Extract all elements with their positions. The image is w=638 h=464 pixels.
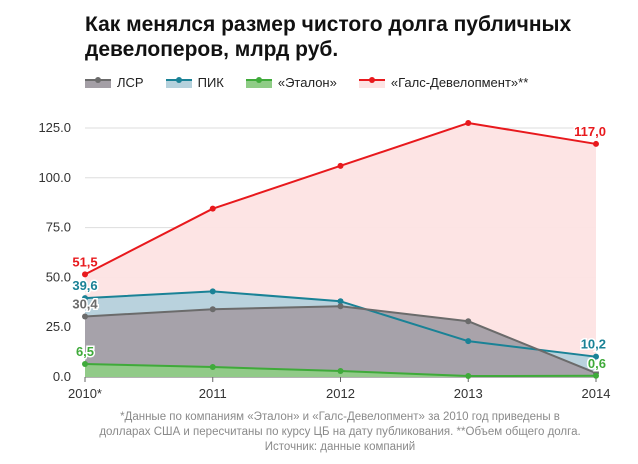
x-tick-label: 2011 (199, 386, 227, 401)
y-tick-label: 75.0 (46, 220, 71, 235)
legend-item-лср: ЛСР (85, 75, 144, 90)
point-галс-девелопмент (209, 205, 216, 212)
point-галс-девелопмент (465, 120, 472, 127)
point-пик (465, 338, 472, 345)
legend-swatch (85, 76, 111, 88)
data-label: 117,0 (574, 124, 606, 139)
point-пик (209, 288, 216, 295)
point-эталон (465, 373, 472, 380)
footnote-line-3: Источник: данные компаний (264, 441, 416, 453)
point-лср (337, 303, 344, 310)
y-tick-label: 125.0 (38, 120, 71, 135)
footnote-line-1: *Данные по компаниям «Эталон» и «Галс-Де… (120, 411, 560, 423)
point-эталон (593, 372, 599, 379)
legend-label: «Галс-Девелопмент»** (390, 74, 529, 90)
footnote-line-2: долларах США и пересчитаны по курсу ЦБ н… (99, 426, 581, 438)
legend-label: ПИК (197, 74, 224, 90)
legend-swatch (245, 76, 272, 88)
legend-item-галс-девелопмент: «Галс-Девелопмент»** (358, 74, 529, 90)
point-пик (337, 298, 344, 305)
legend-swatch (358, 76, 385, 88)
point-лср (209, 306, 216, 313)
legend-item-пик: ПИК (165, 74, 224, 90)
x-tick-label: 2014 (582, 386, 611, 401)
y-tick-label: 50.0 (46, 269, 71, 284)
legend-label: «Эталон» (277, 74, 337, 90)
legend-item-эталон: «Эталон» (245, 74, 337, 90)
chart-footnote: *Данные по компаниям «Эталон» и «Галс-Де… (60, 410, 620, 455)
point-эталон (82, 361, 88, 368)
point-галс-девелопмент (82, 271, 88, 278)
chart-legend: ЛСР ПИК «Эталон» «Галс-Девелопмент»** (85, 72, 550, 92)
point-эталон (337, 368, 344, 375)
data-label: 51,5 (72, 254, 97, 269)
data-label: 30,4 (72, 296, 98, 311)
point-эталон (209, 364, 216, 371)
point-пик (593, 353, 599, 360)
legend-swatch (165, 76, 192, 88)
y-tick-label: 100.0 (38, 170, 71, 185)
area-chart: 0.0 25.0 50.0 75.0 100.0 125.0 2010* 2011 2012 20… (38, 120, 611, 401)
point-лср (82, 313, 88, 320)
chart-title: Как менялся размер чистого долга публичн… (85, 13, 572, 61)
y-tick-label: 0.0 (53, 369, 71, 384)
y-tick-label: 25.0 (46, 319, 71, 334)
x-tick-label: 2012 (326, 386, 355, 401)
point-пик (82, 295, 88, 302)
x-tick-label: 2013 (454, 386, 483, 401)
data-label: 0,6 (588, 356, 606, 371)
x-tick-label: 2010* (68, 386, 102, 401)
legend-label: ЛСР (117, 74, 144, 90)
data-label: 6,5 (76, 344, 94, 359)
point-галс-девелопмент (337, 162, 344, 169)
data-label: 39,6 (72, 278, 97, 293)
point-галс-девелопмент (593, 140, 599, 147)
point-лср (465, 318, 472, 325)
data-label: 10,2 (581, 337, 606, 352)
